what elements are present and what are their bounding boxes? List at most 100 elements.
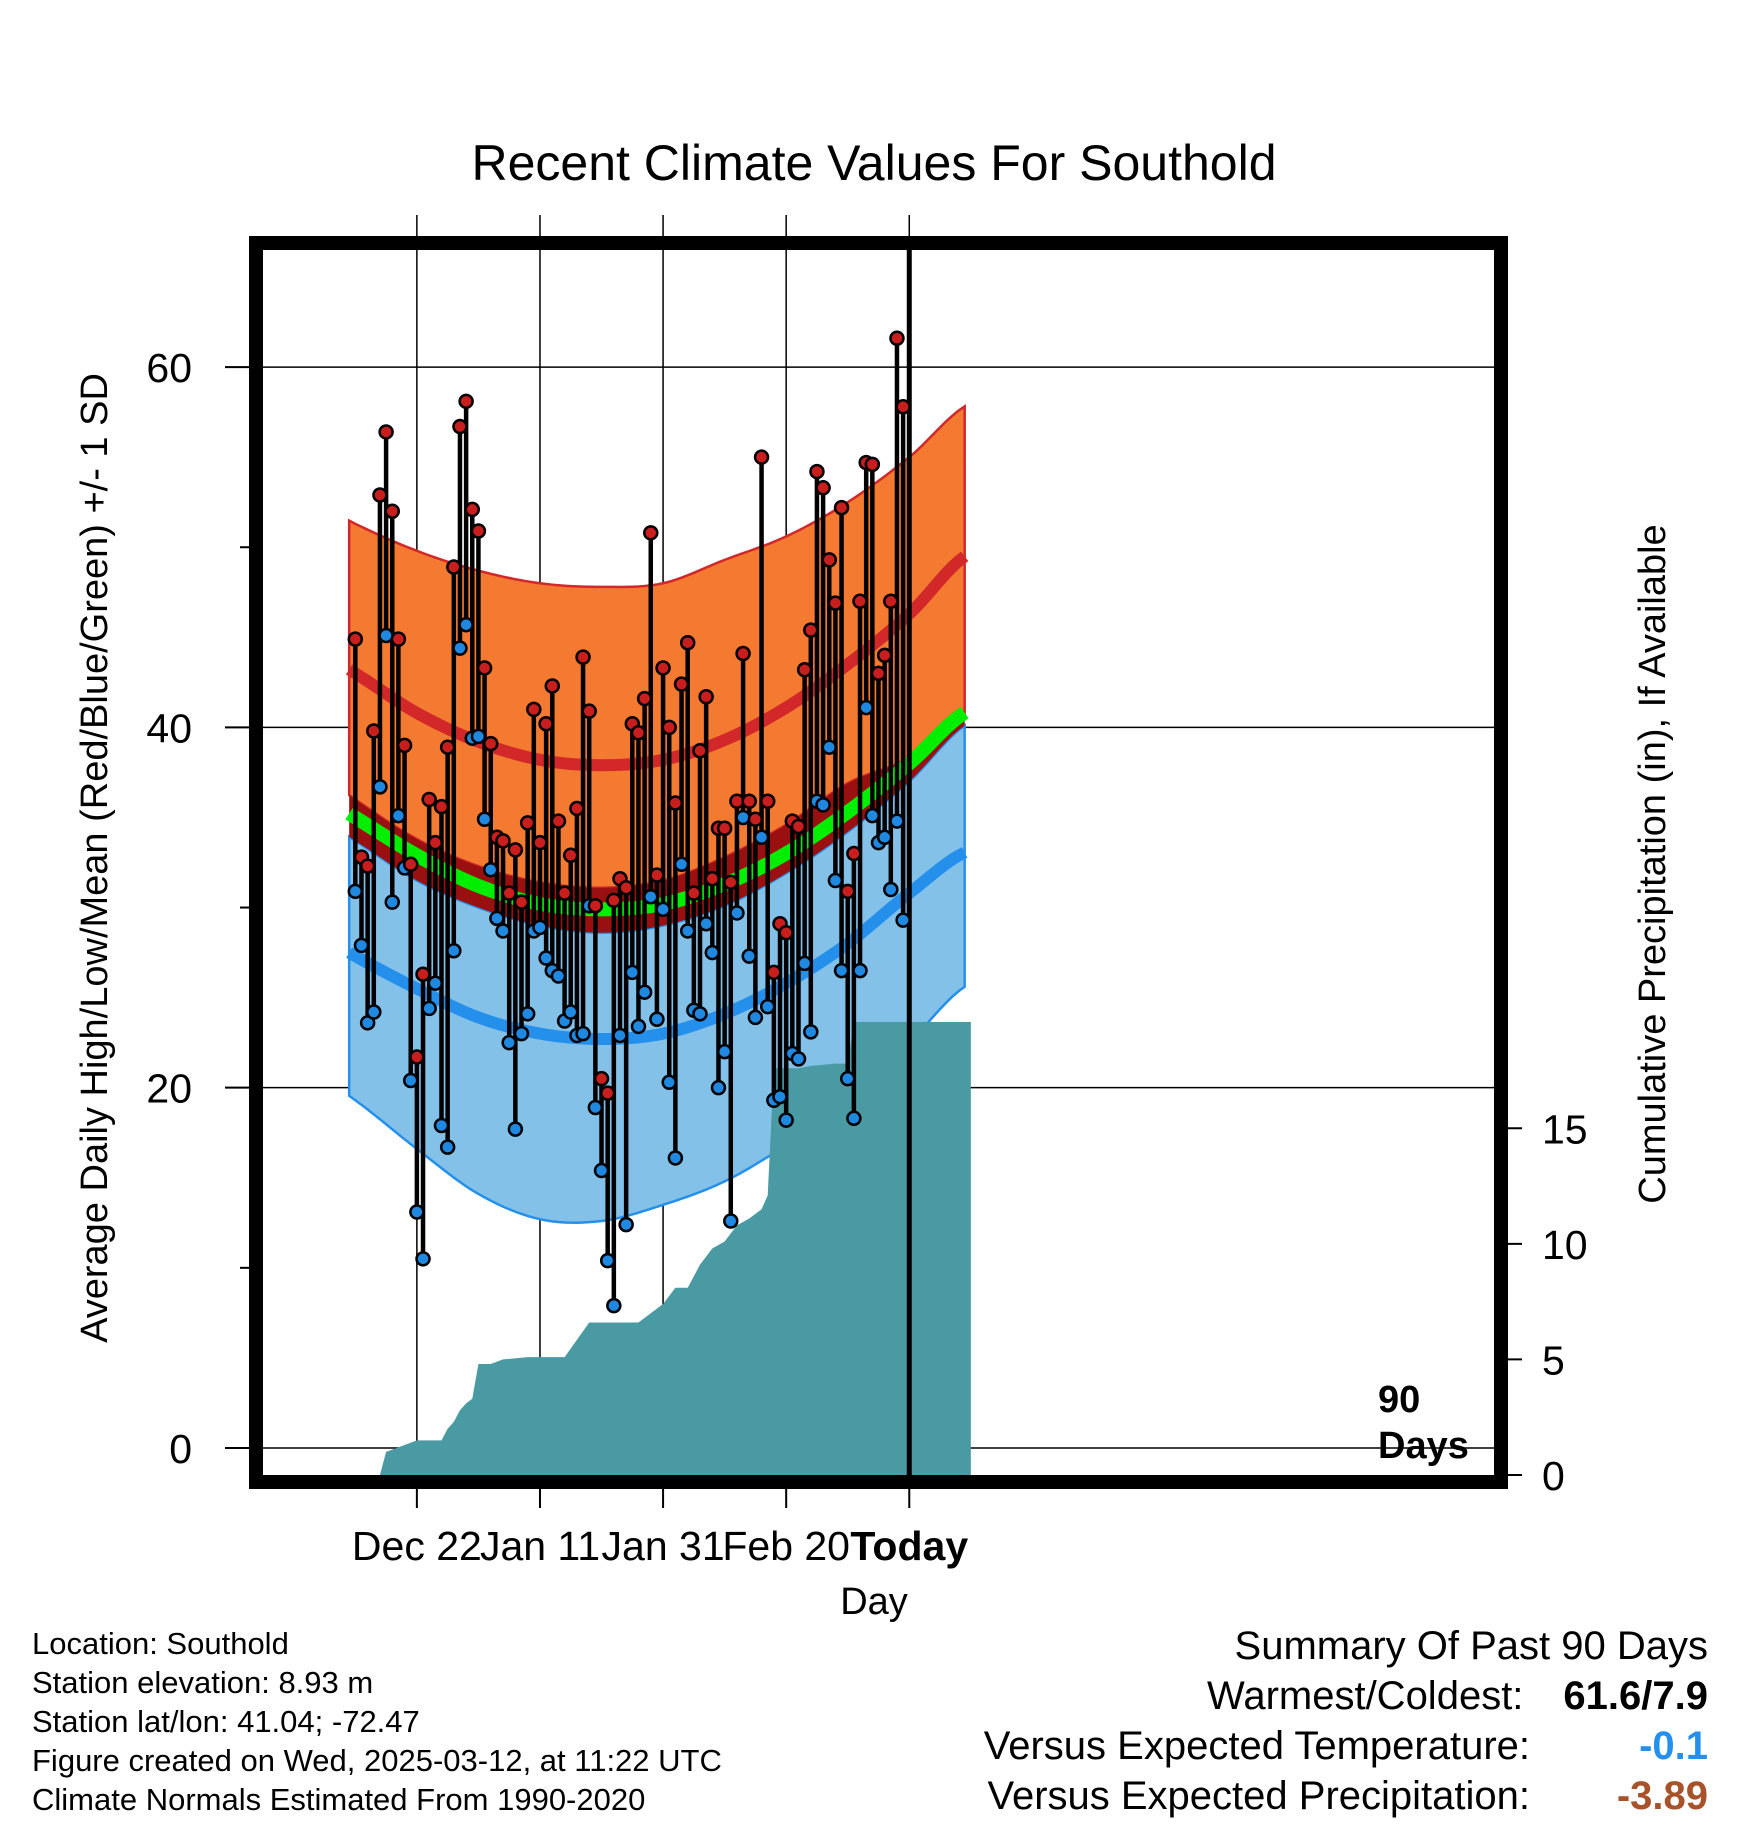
low-point [587, 1099, 604, 1116]
y-tick-label: 40 [146, 705, 192, 751]
high-point [402, 856, 419, 873]
low-point [470, 728, 487, 745]
high-point [427, 834, 444, 851]
low-point [618, 1216, 634, 1233]
high-point [421, 791, 437, 808]
low-point [538, 950, 554, 966]
high-point [476, 660, 493, 676]
low-point [513, 1025, 530, 1042]
low-point [729, 905, 745, 921]
high-point [433, 798, 450, 815]
high-point [581, 703, 597, 719]
high-point [815, 480, 831, 496]
high-point [513, 894, 530, 910]
high-point [729, 793, 745, 809]
high-point [895, 398, 911, 415]
x-tick-label: Jan 11 [480, 1523, 600, 1569]
plot-frame [249, 236, 1508, 1489]
high-point [649, 867, 665, 883]
high-point [439, 739, 456, 755]
normals-text: Climate Normals Estimated From 1990-2020 [32, 1782, 646, 1817]
low-point [883, 881, 899, 898]
high-point [821, 552, 838, 568]
high-point [833, 499, 850, 516]
low-point [735, 809, 751, 826]
low-point [507, 1121, 524, 1137]
station-info: Location: Southold Station elevation: 8.… [32, 1624, 722, 1819]
low-point [347, 883, 364, 900]
low-point [482, 861, 499, 878]
high-point [796, 661, 813, 678]
low-point [741, 948, 757, 964]
low-point [372, 779, 388, 795]
high-point [661, 719, 677, 736]
warm-cold-value: 61.6/7.9 [1563, 1674, 1708, 1718]
location-text: Location: Southold [32, 1626, 289, 1661]
high-point [827, 595, 844, 611]
low-point [655, 901, 671, 918]
low-point [550, 968, 567, 984]
low-point [858, 699, 874, 716]
summary-title: Summary Of Past 90 Days [1234, 1624, 1708, 1668]
high-point [716, 820, 733, 837]
x-tick-label: Today [850, 1523, 968, 1569]
precip-area [355, 1021, 971, 1475]
high-point [415, 966, 431, 982]
low-point [895, 912, 911, 928]
low-point [864, 807, 881, 824]
high-point [846, 845, 862, 862]
low-point [723, 1213, 739, 1229]
daily-range-stems [353, 338, 906, 1306]
low-point [839, 1070, 856, 1087]
high-point [673, 676, 690, 692]
low-point [815, 797, 831, 813]
high-point [679, 634, 696, 651]
y-tick-label: 20 [146, 1066, 192, 1112]
high-point [556, 885, 573, 901]
high-point [396, 737, 413, 754]
daily-points [347, 330, 911, 1314]
y2-tick-label: 0 [1542, 1453, 1565, 1499]
low-point [778, 1112, 794, 1128]
low-point [458, 616, 474, 633]
high-point [723, 874, 739, 891]
low-point [446, 943, 462, 959]
high-point [876, 647, 893, 664]
chart-title: Recent Climate Values For Southold [471, 135, 1276, 191]
low-point [599, 1252, 616, 1269]
high-point [667, 795, 684, 811]
high-point [643, 525, 659, 541]
low-point [772, 1088, 788, 1105]
high-point [372, 487, 388, 503]
high-point [636, 690, 653, 707]
high-point [803, 622, 819, 638]
low-point [679, 923, 696, 939]
low-point [427, 975, 444, 991]
high-point [889, 330, 905, 347]
high-point [359, 858, 376, 874]
high-point [587, 897, 604, 914]
low-point [378, 627, 394, 644]
high-point [550, 813, 567, 829]
high-point [630, 725, 647, 741]
high-point [458, 393, 474, 410]
high-point [753, 449, 770, 465]
low-point [402, 1072, 419, 1089]
low-point [489, 910, 505, 927]
high-point [495, 833, 511, 849]
low-point [852, 962, 868, 979]
low-point [452, 640, 468, 656]
low-point [495, 923, 511, 939]
low-point [415, 1251, 431, 1267]
precip-value: -3.89 [1616, 1774, 1708, 1818]
low-point [612, 1027, 628, 1044]
high-point [482, 735, 499, 752]
temp-label: Versus Expected Temperature: [983, 1724, 1530, 1768]
high-point [366, 723, 382, 739]
low-point [673, 856, 690, 873]
x-axis-label: Day [840, 1581, 908, 1623]
high-point [544, 678, 561, 694]
summary-precip-row: Versus Expected Precipitation: -3.89 [984, 1774, 1708, 1824]
low-point [876, 829, 893, 846]
high-point [809, 463, 825, 480]
